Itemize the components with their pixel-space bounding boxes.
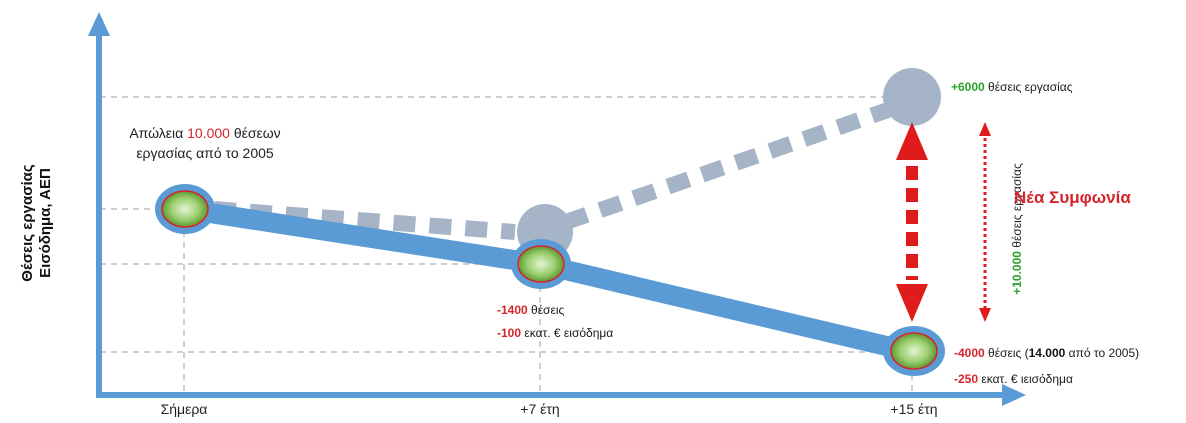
point-7y-income: -100 εκατ. € εισόδημα — [497, 326, 613, 340]
alt-path-segment-2 — [563, 102, 891, 230]
loss-note-line-2: εργασίας από το 2005 — [136, 145, 274, 161]
x-axis-arrowhead — [1002, 384, 1026, 406]
alt-point-15y — [883, 68, 941, 126]
loss-note-prefix: Απώλεια — [129, 125, 188, 141]
top-note: +6000 θέσεις εργασίας — [951, 80, 1073, 94]
y-axis-title: Θέσεις εργασίας Εισόδημα, ΑΕΠ — [19, 138, 55, 308]
gap-arrow — [896, 122, 928, 322]
top-note-text: θέσεις εργασίας — [984, 80, 1073, 94]
x-tick-15y: +15 έτη — [890, 401, 938, 417]
deal-arrow-head-up — [979, 122, 991, 136]
point-7y-jobs-value: -1400 — [497, 303, 528, 317]
decline-segment-2 — [530, 254, 922, 362]
point-15y-income-text: εκατ. € ιεισόδημα — [978, 372, 1073, 386]
loss-note-suffix: θέσεων — [229, 125, 281, 141]
marker-15y — [883, 326, 945, 376]
point-7y-income-text: εκατ. € εισόδημα — [521, 326, 614, 340]
marker-today — [155, 184, 215, 234]
decline-segment-1 — [174, 199, 550, 274]
axes — [88, 12, 1026, 406]
point-15y-jobs-value: -4000 — [954, 346, 985, 360]
deal-arrow-head-down — [979, 308, 991, 322]
deal-arrow — [979, 122, 991, 322]
point-7y-jobs: -1400 θέσεις — [497, 303, 564, 317]
point-15y-income-value: -250 — [954, 372, 979, 386]
gap-arrow-head-down — [896, 284, 928, 322]
y-axis-arrowhead — [88, 12, 110, 36]
loss-note-value: 10.000 — [187, 125, 230, 141]
point-15y-jobs-total: 14.000 — [1028, 346, 1066, 360]
point-15y-jobs-text-a: θέσεις ( — [984, 346, 1029, 360]
gap-arrow-head-up — [896, 122, 928, 160]
point-7y-jobs-text: θέσεις — [527, 303, 565, 317]
loss-note: Απώλεια 10.000 θέσεων εργασίας από το 20… — [105, 123, 305, 163]
top-note-value: +6000 — [951, 80, 985, 94]
x-tick-7y: +7 έτη — [520, 401, 560, 417]
vertical-note-value: +10.000 — [1010, 251, 1024, 295]
point-15y-jobs: -4000 θέσεις (14.000 από το 2005) — [954, 346, 1139, 360]
marker-7y — [511, 239, 571, 289]
y-axis-title-line-1: Θέσεις εργασίας — [19, 164, 36, 282]
x-tick-today: Σήμερα — [160, 401, 208, 417]
point-7y-income-value: -100 — [497, 326, 522, 340]
point-15y-income: -250 εκατ. € ιεισόδημα — [954, 372, 1073, 386]
deal-label: Νέα Συμφωνία — [1014, 188, 1131, 207]
decline-path — [174, 199, 922, 362]
vertical-note: +10.000 θέσεις εργασίας — [1010, 134, 1024, 324]
point-15y-jobs-text-b: από το 2005) — [1065, 346, 1140, 360]
y-axis-title-line-2: Εισόδημα, ΑΕΠ — [37, 168, 54, 278]
